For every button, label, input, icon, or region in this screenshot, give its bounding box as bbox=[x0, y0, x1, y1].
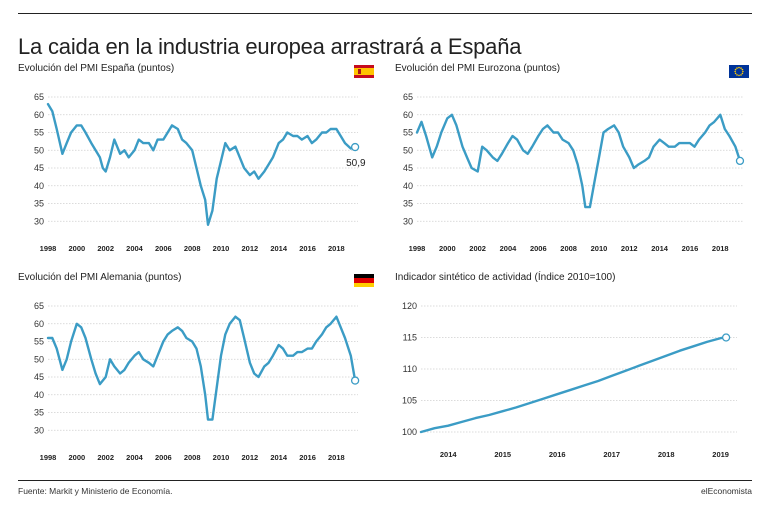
x-tick-label: 2010 bbox=[213, 244, 230, 253]
y-tick-label: 100 bbox=[402, 427, 417, 437]
y-tick-label: 65 bbox=[34, 301, 44, 311]
x-tick-label: 1998 bbox=[40, 244, 57, 253]
y-tick-label: 60 bbox=[34, 319, 44, 329]
x-tick-label: 2018 bbox=[712, 244, 729, 253]
chart-plot: 30 35 40 45 50 55 60 65 1998 2000 2002 2004 2006 2008… bbox=[34, 301, 360, 462]
chart-title: Evolución del PMI Alemania (puntos) bbox=[18, 272, 182, 283]
y-tick-label: 40 bbox=[403, 181, 413, 191]
x-tick-label: 2012 bbox=[621, 244, 638, 253]
y-tick-label: 60 bbox=[34, 110, 44, 120]
chart-plot: 30 35 40 45 50 55 60 65 1998 2000 2002 2004 2006 2008… bbox=[403, 92, 745, 253]
x-tick-label: 2000 bbox=[68, 453, 85, 462]
x-tick-label: 1998 bbox=[40, 453, 57, 462]
x-tick-label: 2002 bbox=[97, 244, 114, 253]
y-tick-label: 35 bbox=[34, 199, 44, 209]
x-tick-label: 2018 bbox=[328, 453, 345, 462]
chart-indicador-sintetico: Indicador sintético de actividad (Índice… bbox=[395, 272, 752, 468]
source-note: Fuente: Markit y Ministerio de Economía. bbox=[18, 486, 173, 496]
y-tick-label: 45 bbox=[34, 372, 44, 382]
spain-flag bbox=[354, 65, 374, 78]
x-tick-label: 2006 bbox=[530, 244, 547, 253]
last-point-marker bbox=[350, 142, 360, 152]
x-tick-label: 2004 bbox=[126, 244, 144, 253]
x-tick-label: 2018 bbox=[328, 244, 345, 253]
x-tick-label: 2016 bbox=[299, 244, 316, 253]
y-tick-label: 50 bbox=[34, 145, 44, 155]
last-point-marker bbox=[350, 376, 360, 385]
chart-plot: 100 105 110 115 120 2014 2015 2016 2017 2018 2019 bbox=[402, 301, 737, 459]
eu-flag bbox=[729, 65, 749, 78]
y-tick-label: 65 bbox=[34, 92, 44, 102]
last-point-marker bbox=[721, 333, 731, 342]
x-tick-label: 2012 bbox=[242, 244, 259, 253]
y-tick-label: 50 bbox=[34, 354, 44, 364]
brand-label: elEconomista bbox=[700, 486, 752, 496]
y-tick-label: 60 bbox=[403, 110, 413, 120]
y-tick-label: 110 bbox=[403, 364, 417, 374]
y-tick-label: 65 bbox=[403, 92, 413, 102]
y-tick-label: 40 bbox=[34, 390, 44, 400]
x-tick-label: 2016 bbox=[549, 450, 566, 459]
x-tick-label: 2002 bbox=[469, 244, 486, 253]
germany-flag bbox=[354, 274, 374, 287]
x-tick-label: 2014 bbox=[270, 453, 288, 462]
x-tick-label: 2018 bbox=[658, 450, 675, 459]
y-tick-label: 30 bbox=[34, 216, 44, 226]
x-tick-label: 2012 bbox=[242, 453, 259, 462]
y-tick-label: 35 bbox=[34, 408, 44, 418]
x-tick-label: 2014 bbox=[651, 244, 669, 253]
x-tick-label: 2014 bbox=[270, 244, 288, 253]
y-tick-label: 45 bbox=[34, 163, 44, 173]
series-line bbox=[46, 102, 357, 227]
x-tick-label: 2010 bbox=[591, 244, 608, 253]
x-tick-label: 2008 bbox=[184, 244, 201, 253]
y-tick-label: 40 bbox=[34, 181, 44, 191]
series-line bbox=[419, 336, 728, 434]
chart-pmi-eurozona: Evolución del PMI Eurozona (puntos) 30 35… bbox=[395, 63, 752, 259]
y-tick-label: 115 bbox=[403, 333, 417, 343]
end-value-label: 50,9 bbox=[346, 158, 366, 169]
x-tick-label: 2000 bbox=[439, 244, 456, 253]
y-tick-label: 120 bbox=[402, 301, 417, 311]
x-tick-label: 2015 bbox=[494, 450, 511, 459]
y-tick-label: 45 bbox=[403, 163, 413, 173]
x-tick-label: 2002 bbox=[97, 453, 114, 462]
y-tick-label: 50 bbox=[403, 145, 413, 155]
x-tick-label: 2010 bbox=[213, 453, 230, 462]
chart-title: Evolución del PMI Eurozona (puntos) bbox=[395, 63, 561, 74]
x-tick-label: 2017 bbox=[603, 450, 620, 459]
y-tick-label: 30 bbox=[403, 216, 413, 226]
chart-plot: 30 35 40 45 50 55 60 65 1998 2000 2002 2004 2006 2008… bbox=[34, 92, 366, 253]
x-tick-label: 2004 bbox=[126, 453, 144, 462]
x-tick-label: 2000 bbox=[68, 244, 85, 253]
x-tick-label: 2008 bbox=[184, 453, 201, 462]
y-tick-label: 30 bbox=[34, 425, 44, 435]
page-title: La caida en la industria europea arrastr… bbox=[18, 34, 522, 59]
chart-pmi-alemania: Evolución del PMI Alemania (puntos) 30 35… bbox=[18, 272, 380, 468]
series-line bbox=[46, 315, 357, 421]
x-tick-label: 2004 bbox=[500, 244, 518, 253]
chart-title: Evolución del PMI España (puntos) bbox=[18, 63, 175, 74]
eu-stars bbox=[734, 66, 744, 77]
bottom-rule bbox=[18, 480, 752, 481]
last-point-marker bbox=[735, 156, 745, 166]
y-tick-label: 105 bbox=[402, 396, 417, 406]
x-tick-label: 2006 bbox=[155, 244, 172, 253]
y-tick-label: 35 bbox=[403, 199, 413, 209]
chart-pmi-espana: Evolución del PMI España (puntos) 30 35 40… bbox=[18, 63, 380, 259]
top-rule bbox=[18, 13, 752, 14]
x-tick-label: 2016 bbox=[682, 244, 699, 253]
x-tick-label: 2008 bbox=[560, 244, 577, 253]
x-tick-label: 2014 bbox=[440, 450, 458, 459]
chart-title: Indicador sintético de actividad (Índice… bbox=[395, 272, 616, 283]
y-tick-label: 55 bbox=[34, 337, 44, 347]
y-tick-label: 55 bbox=[34, 128, 44, 138]
x-tick-label: 2006 bbox=[155, 453, 172, 462]
x-tick-label: 2016 bbox=[299, 453, 316, 462]
series-line bbox=[415, 113, 742, 209]
y-tick-label: 55 bbox=[403, 128, 413, 138]
x-tick-label: 2019 bbox=[712, 450, 729, 459]
x-tick-label: 1998 bbox=[409, 244, 426, 253]
